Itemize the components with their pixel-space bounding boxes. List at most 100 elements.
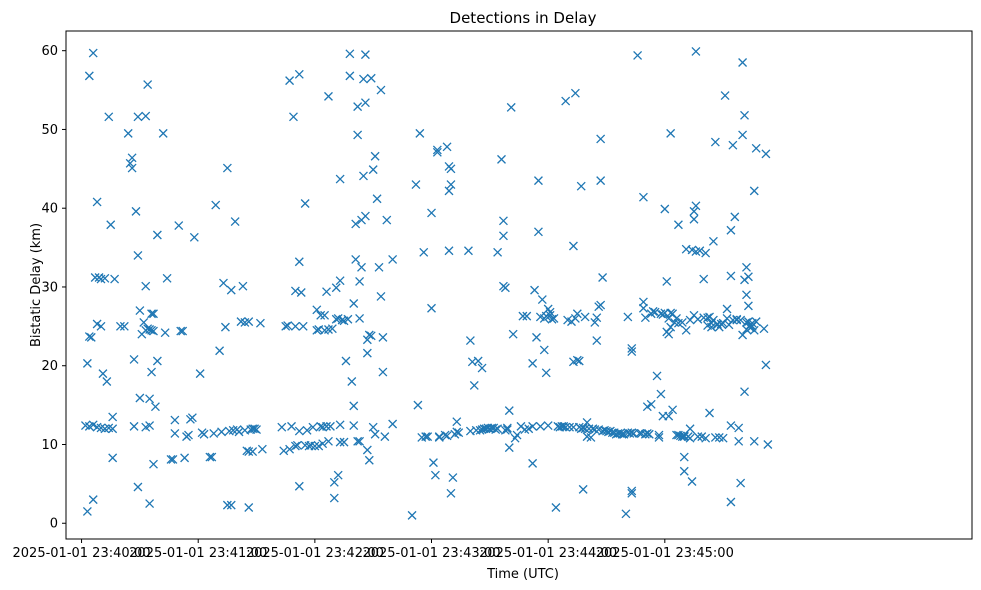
data-point [691, 47, 701, 56]
data-point [411, 180, 421, 190]
data-point [726, 497, 736, 507]
data-point [108, 412, 118, 422]
data-point [640, 313, 650, 323]
data-point [432, 145, 442, 155]
data-point [691, 201, 701, 211]
data-point [710, 137, 720, 147]
data-point [623, 312, 633, 322]
x-tick-label: 2025-01-01 23:43:00 [362, 546, 500, 561]
data-point [370, 151, 380, 161]
data-point [152, 356, 162, 366]
data-point [502, 425, 512, 434]
data-point [351, 254, 361, 264]
data-point [440, 430, 450, 440]
data-point [627, 488, 637, 498]
data-point [654, 430, 664, 440]
data-point [219, 278, 228, 288]
data-point [327, 324, 337, 334]
data-point [82, 358, 92, 368]
data-point [679, 431, 689, 441]
data-point [244, 447, 254, 457]
data-point [561, 422, 571, 432]
data-point [283, 321, 293, 331]
data-point [222, 500, 232, 510]
data-point [226, 500, 236, 510]
data-point [689, 214, 699, 224]
data-point [736, 478, 746, 488]
data-point [708, 236, 718, 246]
data-point [84, 332, 94, 342]
data-point [250, 424, 260, 434]
data-point [220, 322, 230, 332]
data-point [320, 310, 330, 320]
data-point [211, 200, 221, 210]
data-point [131, 206, 141, 216]
data-point [602, 426, 611, 436]
data-point [362, 348, 372, 358]
data-point [668, 405, 678, 415]
data-point [335, 276, 345, 286]
data-point [82, 506, 92, 516]
data-point [646, 399, 656, 409]
data-point [570, 314, 580, 323]
data-point [644, 429, 654, 439]
data-point [217, 427, 226, 437]
data-point [427, 208, 436, 218]
data-point [331, 283, 341, 293]
data-point [329, 477, 339, 487]
data-point [547, 314, 557, 324]
data-point [353, 102, 363, 112]
data-point [648, 306, 658, 316]
data-point [701, 248, 711, 258]
data-point [329, 493, 339, 503]
data-point [689, 206, 699, 216]
data-point [763, 440, 773, 449]
data-point [743, 272, 753, 282]
data-point [572, 355, 582, 365]
data-point [685, 424, 695, 434]
data-point [290, 286, 300, 296]
data-point [205, 452, 215, 462]
data-point [104, 112, 114, 122]
data-point [255, 318, 265, 328]
data-point [662, 276, 672, 286]
x-tick-label: 2025-01-01 23:40:00 [13, 546, 151, 561]
data-point [135, 393, 145, 403]
data-point [407, 510, 417, 520]
data-point [442, 431, 452, 441]
data-point [123, 128, 133, 138]
data-point [238, 281, 248, 291]
data-point [207, 452, 217, 462]
data-point [382, 215, 392, 225]
data-point [324, 436, 333, 446]
data-point [178, 326, 188, 336]
y-tick-label: 30 [41, 280, 58, 295]
data-point [504, 443, 514, 453]
data-point [158, 128, 168, 138]
data-point [432, 147, 442, 157]
data-point [176, 326, 186, 336]
data-point [322, 421, 331, 431]
data-point [627, 428, 637, 438]
data-point [666, 128, 676, 138]
data-point [349, 401, 359, 411]
data-point [170, 429, 180, 438]
data-point [312, 325, 322, 335]
data-point [355, 314, 365, 323]
data-point [335, 437, 345, 447]
data-point [446, 180, 456, 190]
y-tick-label: 60 [41, 44, 58, 59]
data-point [699, 274, 709, 284]
data-point [761, 149, 771, 159]
data-point [376, 85, 386, 95]
data-point [498, 216, 508, 226]
data-point [222, 163, 232, 173]
data-point [86, 332, 96, 342]
data-point [726, 421, 736, 431]
data-point [427, 303, 436, 313]
data-point [349, 299, 359, 308]
data-point [491, 425, 501, 434]
data-point [199, 429, 209, 439]
